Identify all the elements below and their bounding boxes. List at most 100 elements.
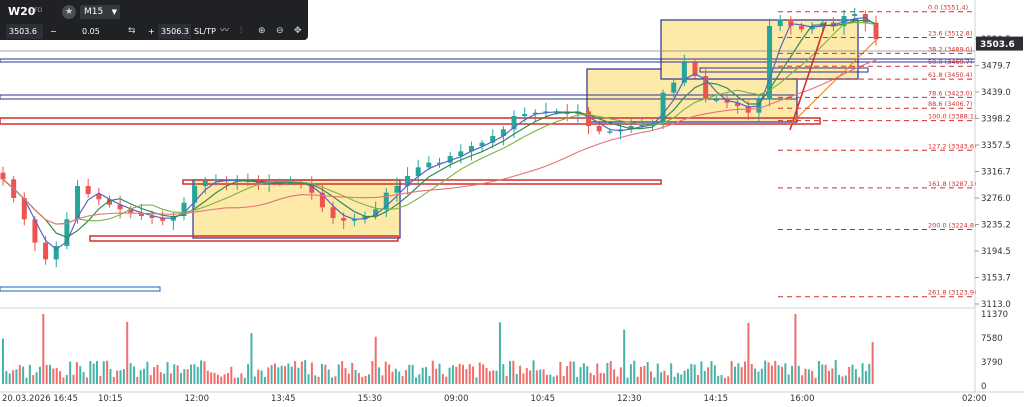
volume-bar <box>213 372 216 384</box>
volume-bar <box>589 372 592 384</box>
line-chart-icon[interactable]: 〰 <box>220 26 230 36</box>
volume-bar <box>465 369 468 384</box>
volume-bar <box>700 361 703 384</box>
volume-bar <box>569 361 572 384</box>
volume-bar <box>253 376 256 384</box>
crosshair-icon[interactable]: ✥ <box>294 26 302 36</box>
support-band <box>89 235 399 242</box>
time-tick-label: 20.03.2026 16:45 <box>2 394 78 403</box>
volume-bar <box>52 368 55 384</box>
price-tick-label: 3398.2 <box>981 115 1011 125</box>
volume-bar <box>186 369 189 384</box>
candle-body <box>777 19 783 26</box>
volume-bar <box>791 365 794 384</box>
volume-bar <box>680 374 683 384</box>
volume-bar <box>542 369 545 384</box>
volume-bar <box>401 376 404 384</box>
volume-bar <box>230 366 233 384</box>
volume-bar <box>760 368 763 384</box>
volume-bar <box>814 377 817 384</box>
timeframe-select[interactable]: M15 ▼ <box>80 5 120 19</box>
candle-body <box>32 219 38 243</box>
candle-body <box>0 172 6 180</box>
volume-bar <box>206 370 209 384</box>
candle-body <box>330 207 336 218</box>
volume-bar <box>609 361 612 384</box>
volume-bar <box>344 368 347 384</box>
volume-bar <box>744 361 747 384</box>
time-tick-label: 16:00 <box>790 394 815 403</box>
volume-bar <box>817 360 820 384</box>
toolbar-top-row: W20 CFD ★ M15 ▼ <box>0 3 308 23</box>
volume-bar <box>787 374 790 384</box>
volume-bar <box>59 371 62 384</box>
candle-body <box>341 218 347 221</box>
volume-bar <box>411 364 414 384</box>
volume-bar <box>750 364 753 384</box>
symbol-label[interactable]: W20 <box>8 5 36 18</box>
price-zone <box>192 179 401 239</box>
fib-level-label: 23.6 (3512.8) <box>928 29 972 37</box>
volume-bar <box>710 361 713 384</box>
candle-body <box>43 242 49 260</box>
volume-bar <box>294 361 297 384</box>
candle-body <box>117 204 123 210</box>
sltp-button[interactable]: SL/TP <box>194 27 216 36</box>
volume-bar <box>169 373 172 384</box>
volume-bar <box>552 376 555 384</box>
time-tick-label: 14:15 <box>704 394 729 403</box>
price-tick-label: 3194.5 <box>981 247 1011 257</box>
time-tick-label: 02:00 <box>962 394 987 403</box>
lot-increase-button[interactable]: + <box>148 27 155 36</box>
volume-bar <box>183 369 186 384</box>
volume-bar <box>462 364 465 384</box>
candle-body <box>213 179 219 181</box>
level-band <box>0 286 161 292</box>
fib-level-label: 161.8 (3287.1) <box>928 180 977 188</box>
volume-bar <box>562 376 565 384</box>
volume-bar <box>545 374 548 384</box>
volume-bar <box>650 371 653 384</box>
price-tick-label: 3276.0 <box>981 194 1011 204</box>
candle-body <box>447 156 453 163</box>
volume-bar <box>723 377 726 384</box>
indicators-icon[interactable]: ⫶ <box>240 26 243 36</box>
candle-body <box>351 219 357 221</box>
volume-bar <box>106 360 109 384</box>
volume-bar <box>737 363 740 384</box>
volume-bar <box>646 362 649 384</box>
volume-bar <box>25 377 28 384</box>
sell-price-button[interactable]: 3503.6 <box>6 24 43 39</box>
volume-tick-label: 7580 <box>981 334 1003 344</box>
star-icon[interactable]: ★ <box>62 5 76 19</box>
zoom-in-icon[interactable]: ⊕ <box>258 26 266 36</box>
candle-body <box>437 162 442 165</box>
candle-body <box>862 14 868 23</box>
candle-body <box>106 199 112 205</box>
candle-body <box>522 114 528 116</box>
zoom-out-icon[interactable]: ⊖ <box>276 26 284 36</box>
volume-bar <box>851 364 854 384</box>
volume-bar <box>535 370 538 384</box>
volume-bar <box>797 365 800 384</box>
candle-body <box>479 142 485 146</box>
candle-body <box>735 102 741 106</box>
toolbar-order-row: 3503.6 − 0.05 ⇆ + 3506.3 SL/TP 〰 ⫶ ⊕ ⊖ ✥ <box>6 24 306 39</box>
swap-icon[interactable]: ⇆ <box>128 26 136 36</box>
volume-bar <box>468 364 471 384</box>
buy-price-button[interactable]: 3506.3 <box>158 24 191 39</box>
volume-bar <box>15 369 18 384</box>
lot-size-field[interactable]: 0.05 <box>82 27 100 36</box>
volume-bar <box>364 375 367 384</box>
volume-bar <box>102 361 105 384</box>
time-tick-label: 13:45 <box>271 394 296 403</box>
time-tick-label: 10:15 <box>98 394 123 403</box>
volume-bar <box>136 376 139 384</box>
lot-decrease-button[interactable]: − <box>50 27 57 36</box>
volume-bar <box>804 368 807 384</box>
candle-body <box>468 146 474 152</box>
volume-bar <box>733 366 736 384</box>
volume-bar <box>435 368 438 384</box>
